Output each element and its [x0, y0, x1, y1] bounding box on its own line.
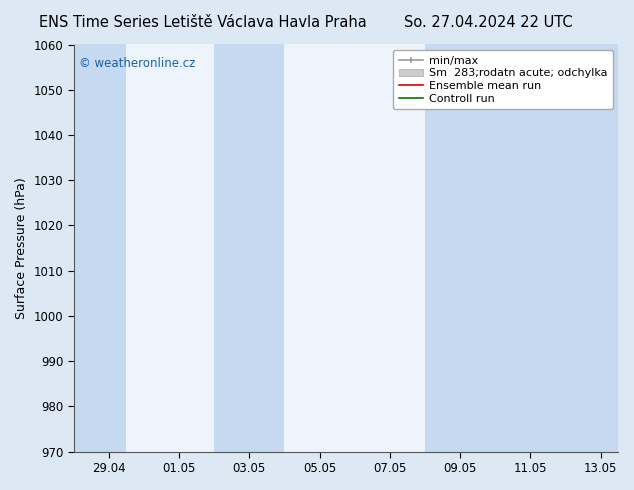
Bar [425, 45, 618, 452]
Bar [74, 45, 126, 452]
Text: So. 27.04.2024 22 UTC: So. 27.04.2024 22 UTC [404, 15, 573, 30]
Bar [214, 45, 285, 452]
Legend: min/max, Sm  283;rodatn acute; odchylka, Ensemble mean run, Controll run: min/max, Sm 283;rodatn acute; odchylka, … [393, 50, 612, 109]
Text: ENS Time Series Letiště Václava Havla Praha: ENS Time Series Letiště Václava Havla Pr… [39, 15, 366, 30]
Y-axis label: Surface Pressure (hPa): Surface Pressure (hPa) [15, 177, 28, 319]
Text: © weatheronline.cz: © weatheronline.cz [79, 57, 195, 70]
